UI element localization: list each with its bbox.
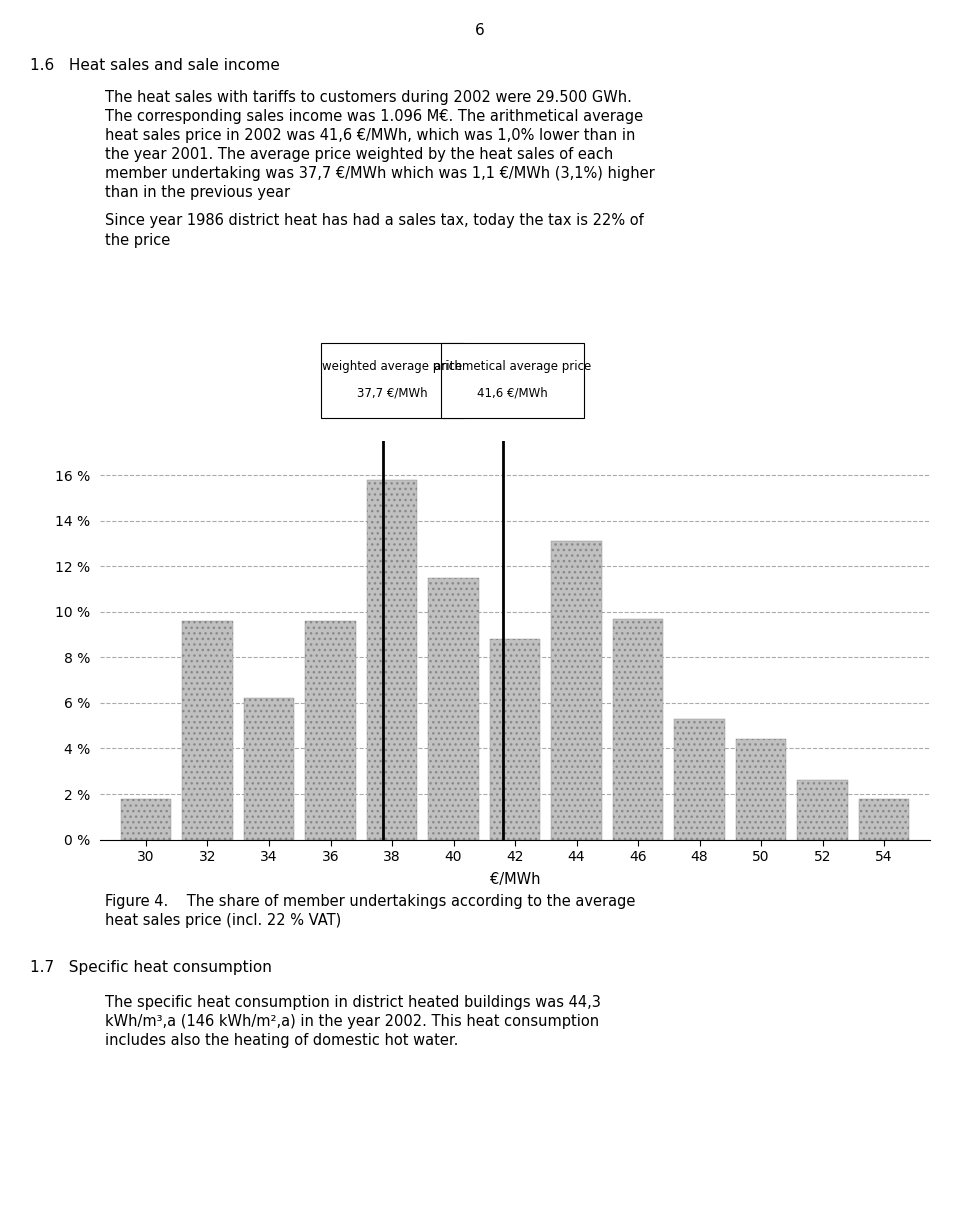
Bar xyxy=(244,698,295,840)
Text: 1.6   Heat sales and sale income: 1.6 Heat sales and sale income xyxy=(30,58,280,72)
Bar xyxy=(859,798,909,840)
Text: kWh/m³,a (146 kWh/m²,a) in the year 2002. This heat consumption: kWh/m³,a (146 kWh/m²,a) in the year 2002… xyxy=(105,1014,599,1029)
Bar xyxy=(735,739,786,840)
Text: The heat sales with tariffs to customers during 2002 were 29.500 GWh.: The heat sales with tariffs to customers… xyxy=(105,91,632,105)
Bar xyxy=(551,541,602,840)
Bar xyxy=(305,621,356,840)
Text: weighted average price: weighted average price xyxy=(323,360,463,372)
Text: member undertaking was 37,7 €/MWh which was 1,1 €/MWh (3,1%) higher: member undertaking was 37,7 €/MWh which … xyxy=(105,165,655,181)
Text: The corresponding sales income was 1.096 M€. The arithmetical average: The corresponding sales income was 1.096… xyxy=(105,109,643,124)
Bar xyxy=(367,480,418,840)
X-axis label: €/MWh: €/MWh xyxy=(490,872,540,888)
FancyBboxPatch shape xyxy=(441,343,584,418)
Text: arithmetical average price: arithmetical average price xyxy=(434,360,591,372)
Text: than in the previous year: than in the previous year xyxy=(105,185,290,201)
Bar xyxy=(612,618,663,840)
Bar xyxy=(121,798,171,840)
Text: 1.7   Specific heat consumption: 1.7 Specific heat consumption xyxy=(30,960,272,975)
Bar xyxy=(674,719,725,840)
Text: includes also the heating of domestic hot water.: includes also the heating of domestic ho… xyxy=(105,1033,458,1047)
Text: 6: 6 xyxy=(475,23,485,37)
FancyBboxPatch shape xyxy=(321,343,464,418)
Text: heat sales price in 2002 was 41,6 €/MWh, which was 1,0% lower than in: heat sales price in 2002 was 41,6 €/MWh,… xyxy=(105,128,636,143)
Text: the year 2001. The average price weighted by the heat sales of each: the year 2001. The average price weighte… xyxy=(105,147,613,162)
Bar xyxy=(428,577,479,840)
Text: The specific heat consumption in district heated buildings was 44,3: The specific heat consumption in distric… xyxy=(105,994,601,1010)
Text: 41,6 €/MWh: 41,6 €/MWh xyxy=(477,387,548,399)
Text: Since year 1986 district heat has had a sales tax, today the tax is 22% of: Since year 1986 district heat has had a … xyxy=(105,214,644,228)
Text: heat sales price (incl. 22 % VAT): heat sales price (incl. 22 % VAT) xyxy=(105,913,341,928)
Text: Figure 4.    The share of member undertakings according to the average: Figure 4. The share of member undertakin… xyxy=(105,894,636,908)
Bar xyxy=(490,639,540,840)
Bar xyxy=(797,780,848,840)
Text: 37,7 €/MWh: 37,7 €/MWh xyxy=(357,387,428,399)
Bar xyxy=(182,621,233,840)
Text: the price: the price xyxy=(105,232,170,248)
